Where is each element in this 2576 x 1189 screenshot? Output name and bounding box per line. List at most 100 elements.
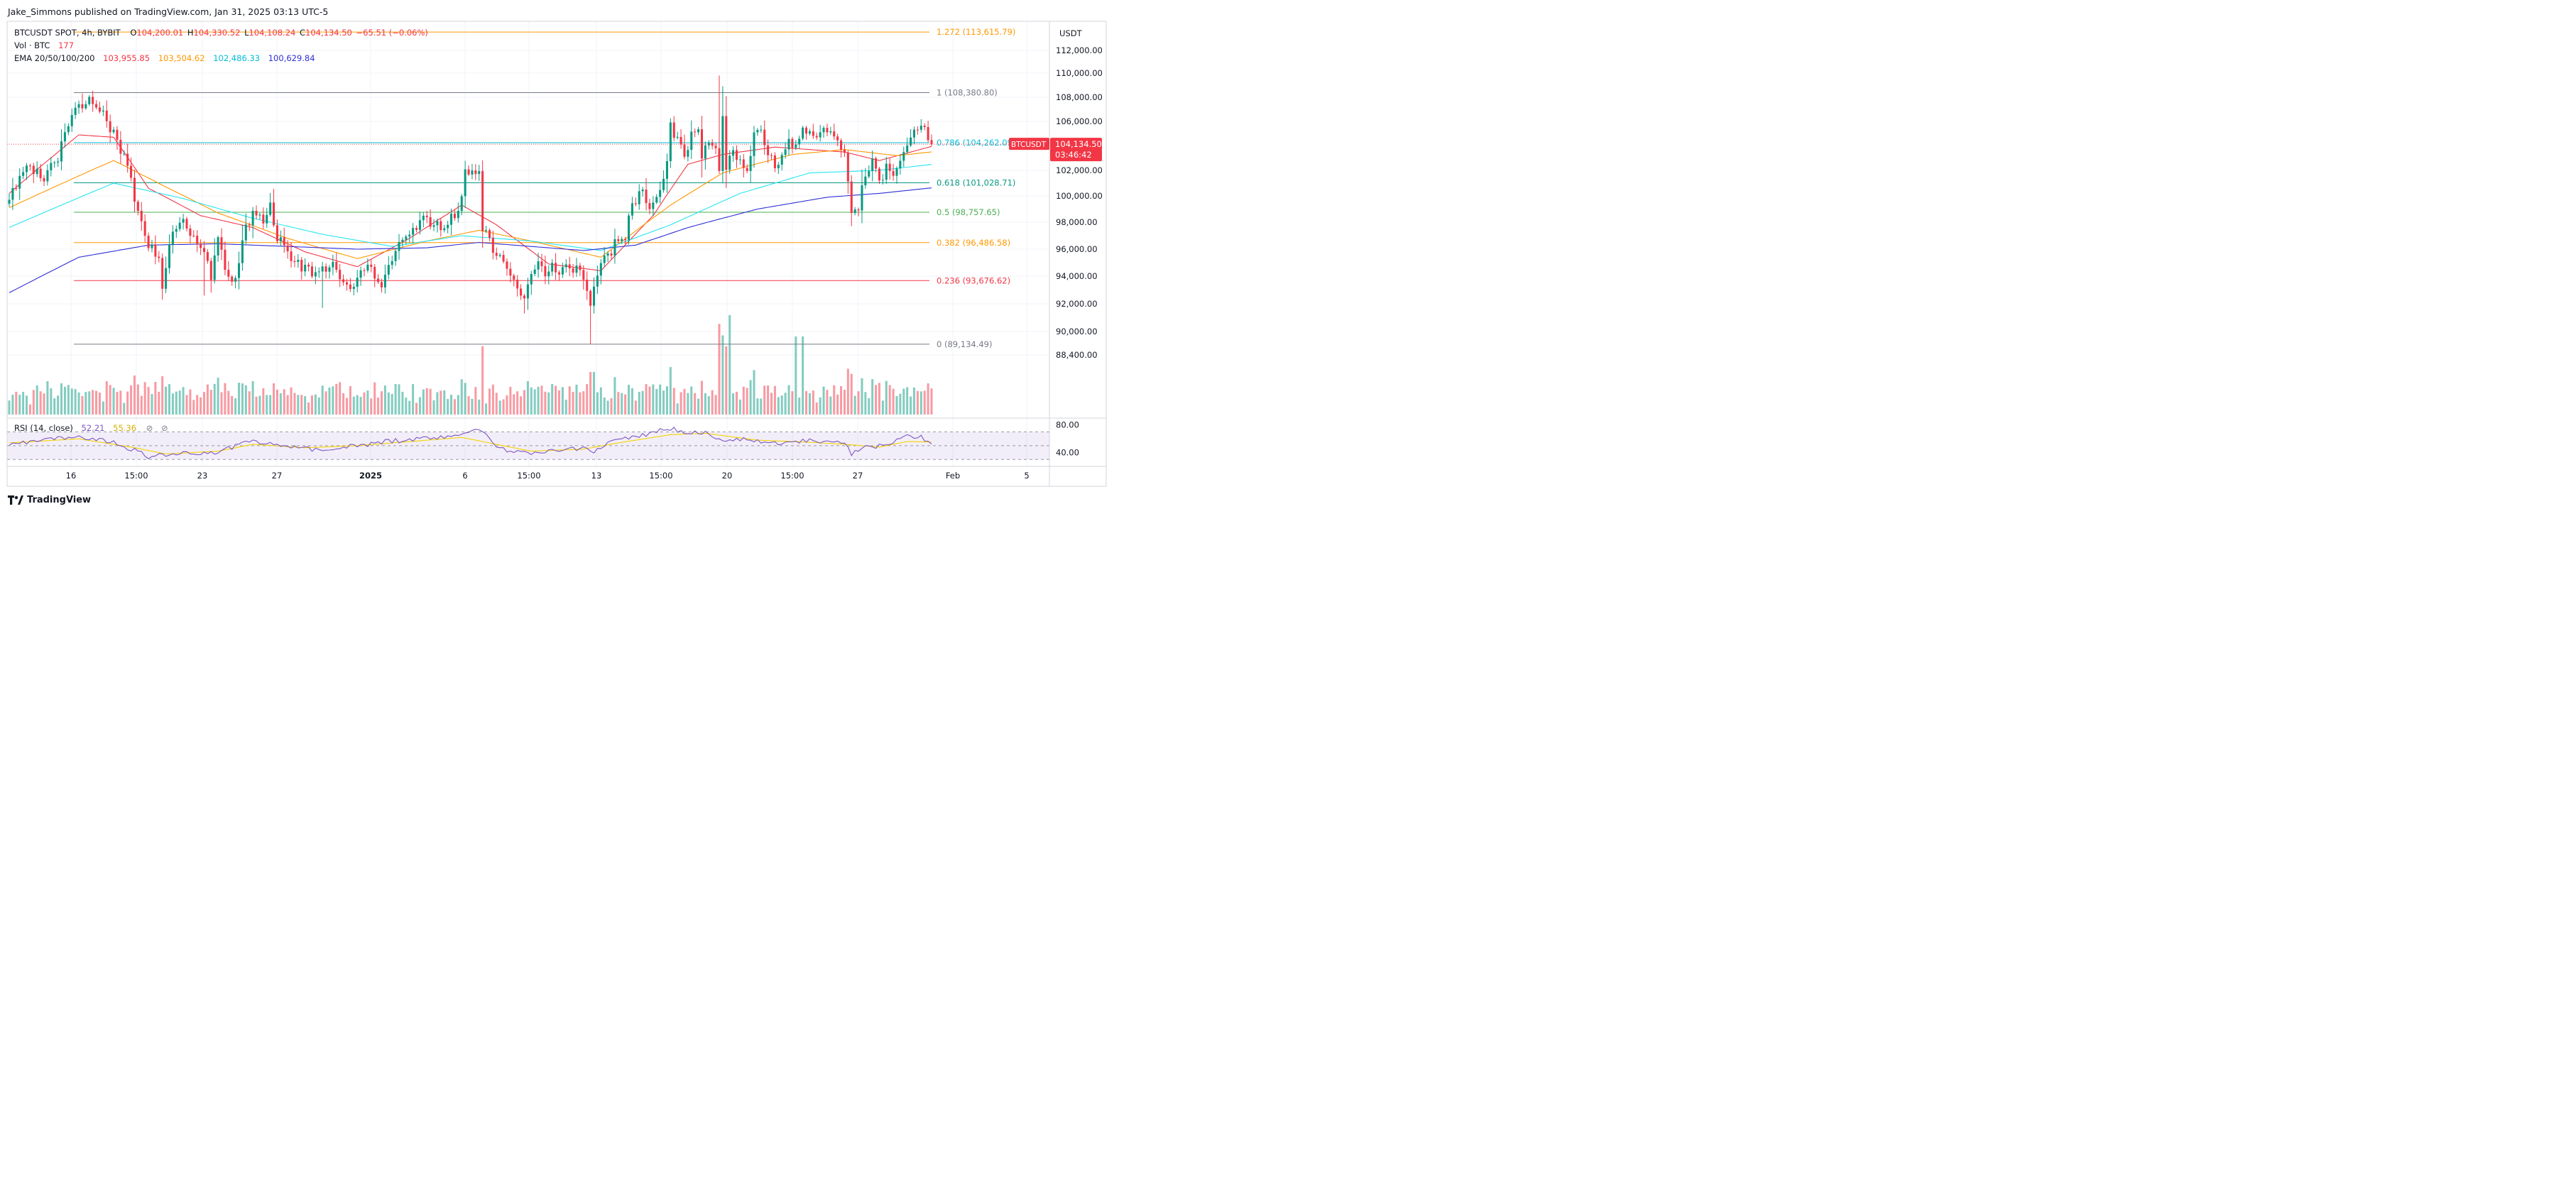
candle-body (457, 211, 459, 219)
volume-bar (418, 397, 421, 415)
volume-bar (231, 395, 234, 415)
volume-bar (109, 385, 111, 415)
candle-body (871, 158, 874, 171)
volume-bar (140, 395, 143, 415)
y-tick-label: 102,000.00 (1056, 165, 1103, 175)
candle-body (126, 153, 129, 166)
candle-body (763, 129, 766, 146)
candle-body (422, 215, 425, 221)
fib-retracement[interactable]: 1.272 (113,615.79) 1 (108,380.80) 0.786 (1… (74, 27, 1015, 349)
candle-body (209, 261, 212, 280)
volume-bar (899, 393, 902, 415)
volume-bar (349, 385, 351, 415)
volume-bar (815, 402, 818, 415)
volume-bar (694, 393, 697, 415)
candle-body (742, 159, 745, 168)
candle-body (130, 165, 133, 178)
volume-bar (383, 385, 386, 415)
candle-body (561, 267, 564, 275)
candle-body (544, 265, 547, 277)
volume-bar (787, 385, 790, 415)
volume-bar (557, 390, 561, 415)
candle-body (453, 214, 456, 219)
candle-body (895, 168, 898, 176)
candle-body (332, 261, 334, 268)
candle-body (217, 237, 219, 256)
candle-body (613, 239, 616, 256)
candle-body (795, 144, 797, 148)
volume-bar (39, 391, 42, 415)
volume-bar (544, 391, 547, 415)
candle-body (178, 222, 181, 229)
legend-high: 104,330.52 (193, 28, 241, 38)
candle-body (158, 256, 160, 258)
volume-bar (471, 398, 474, 415)
candle-body (248, 224, 251, 226)
volume-bar (916, 390, 919, 415)
candle-body (32, 165, 35, 175)
volume-bar (662, 390, 665, 415)
candle-body (805, 127, 808, 134)
candle-body (269, 202, 272, 215)
candle-body (109, 121, 111, 133)
candle-body (405, 236, 408, 240)
volume-bar (387, 392, 390, 415)
candle-body (919, 126, 922, 130)
candle-body (290, 251, 293, 261)
volume-bar (412, 384, 415, 415)
candle-body (659, 190, 662, 197)
volume-bar (551, 383, 554, 415)
volume-bar (112, 388, 115, 415)
candle-body (760, 129, 763, 131)
legend-vol-label[interactable]: Vol · BTC (14, 40, 50, 50)
volume-bar (244, 385, 247, 415)
x-tick-label: 5 (1024, 471, 1029, 481)
candle-body (244, 224, 247, 241)
volume-bar (105, 381, 108, 415)
volume-bar (130, 385, 133, 415)
candle-body (892, 170, 895, 176)
candle-body (902, 152, 905, 161)
volume-bar (102, 401, 104, 415)
volume-bar (767, 385, 770, 415)
candle-body (412, 228, 415, 235)
volume-bar (238, 383, 241, 415)
volume-bar (314, 394, 317, 415)
volume-bar (202, 392, 206, 415)
candle-body (707, 143, 710, 146)
volume-bar (36, 385, 38, 415)
candle-body (899, 160, 902, 169)
candle-body (185, 219, 188, 229)
volume-bar (196, 395, 199, 415)
legend-ema-label[interactable]: EMA 20/50/100/200 (14, 53, 95, 63)
volume-bar (853, 395, 856, 415)
volume-bar (119, 390, 122, 415)
volume-bar (241, 383, 244, 415)
volume-bar (447, 399, 449, 415)
candle-body (770, 155, 773, 156)
candle-body (547, 271, 550, 277)
volume-bar (275, 389, 278, 415)
candle-body (196, 236, 199, 244)
candle-body (606, 253, 609, 256)
candle-body (885, 163, 888, 180)
candle-body (251, 211, 254, 226)
volume-bar (88, 391, 91, 415)
volume-bar (777, 397, 780, 415)
volume-bar (415, 402, 418, 415)
legend-symbol[interactable]: BTCUSDT SPOT, 4h, BYBIT (14, 28, 121, 38)
legend-rsi-ma-value: 55.36 (113, 423, 137, 433)
legend-close: 104,134.50 (305, 28, 352, 38)
volume-bar (422, 389, 425, 415)
volume-bar (599, 387, 602, 415)
candle-body (910, 137, 912, 146)
legend-rsi-hide-icon-2[interactable]: ⊘ (161, 423, 168, 433)
volume-bar (760, 398, 763, 415)
chart-canvas[interactable]: 1.272 (113,615.79) 1 (108,380.80) 0.786 (1… (0, 0, 1113, 514)
legend-rsi-hide-icon[interactable]: ⊘ (146, 423, 153, 433)
ema50-line (9, 149, 932, 259)
volume-bar (864, 392, 867, 415)
tradingview-logo[interactable]: TradingView (8, 495, 91, 505)
legend-rsi-label[interactable]: RSI (14, close) (14, 423, 73, 433)
volume-bar (631, 388, 633, 415)
